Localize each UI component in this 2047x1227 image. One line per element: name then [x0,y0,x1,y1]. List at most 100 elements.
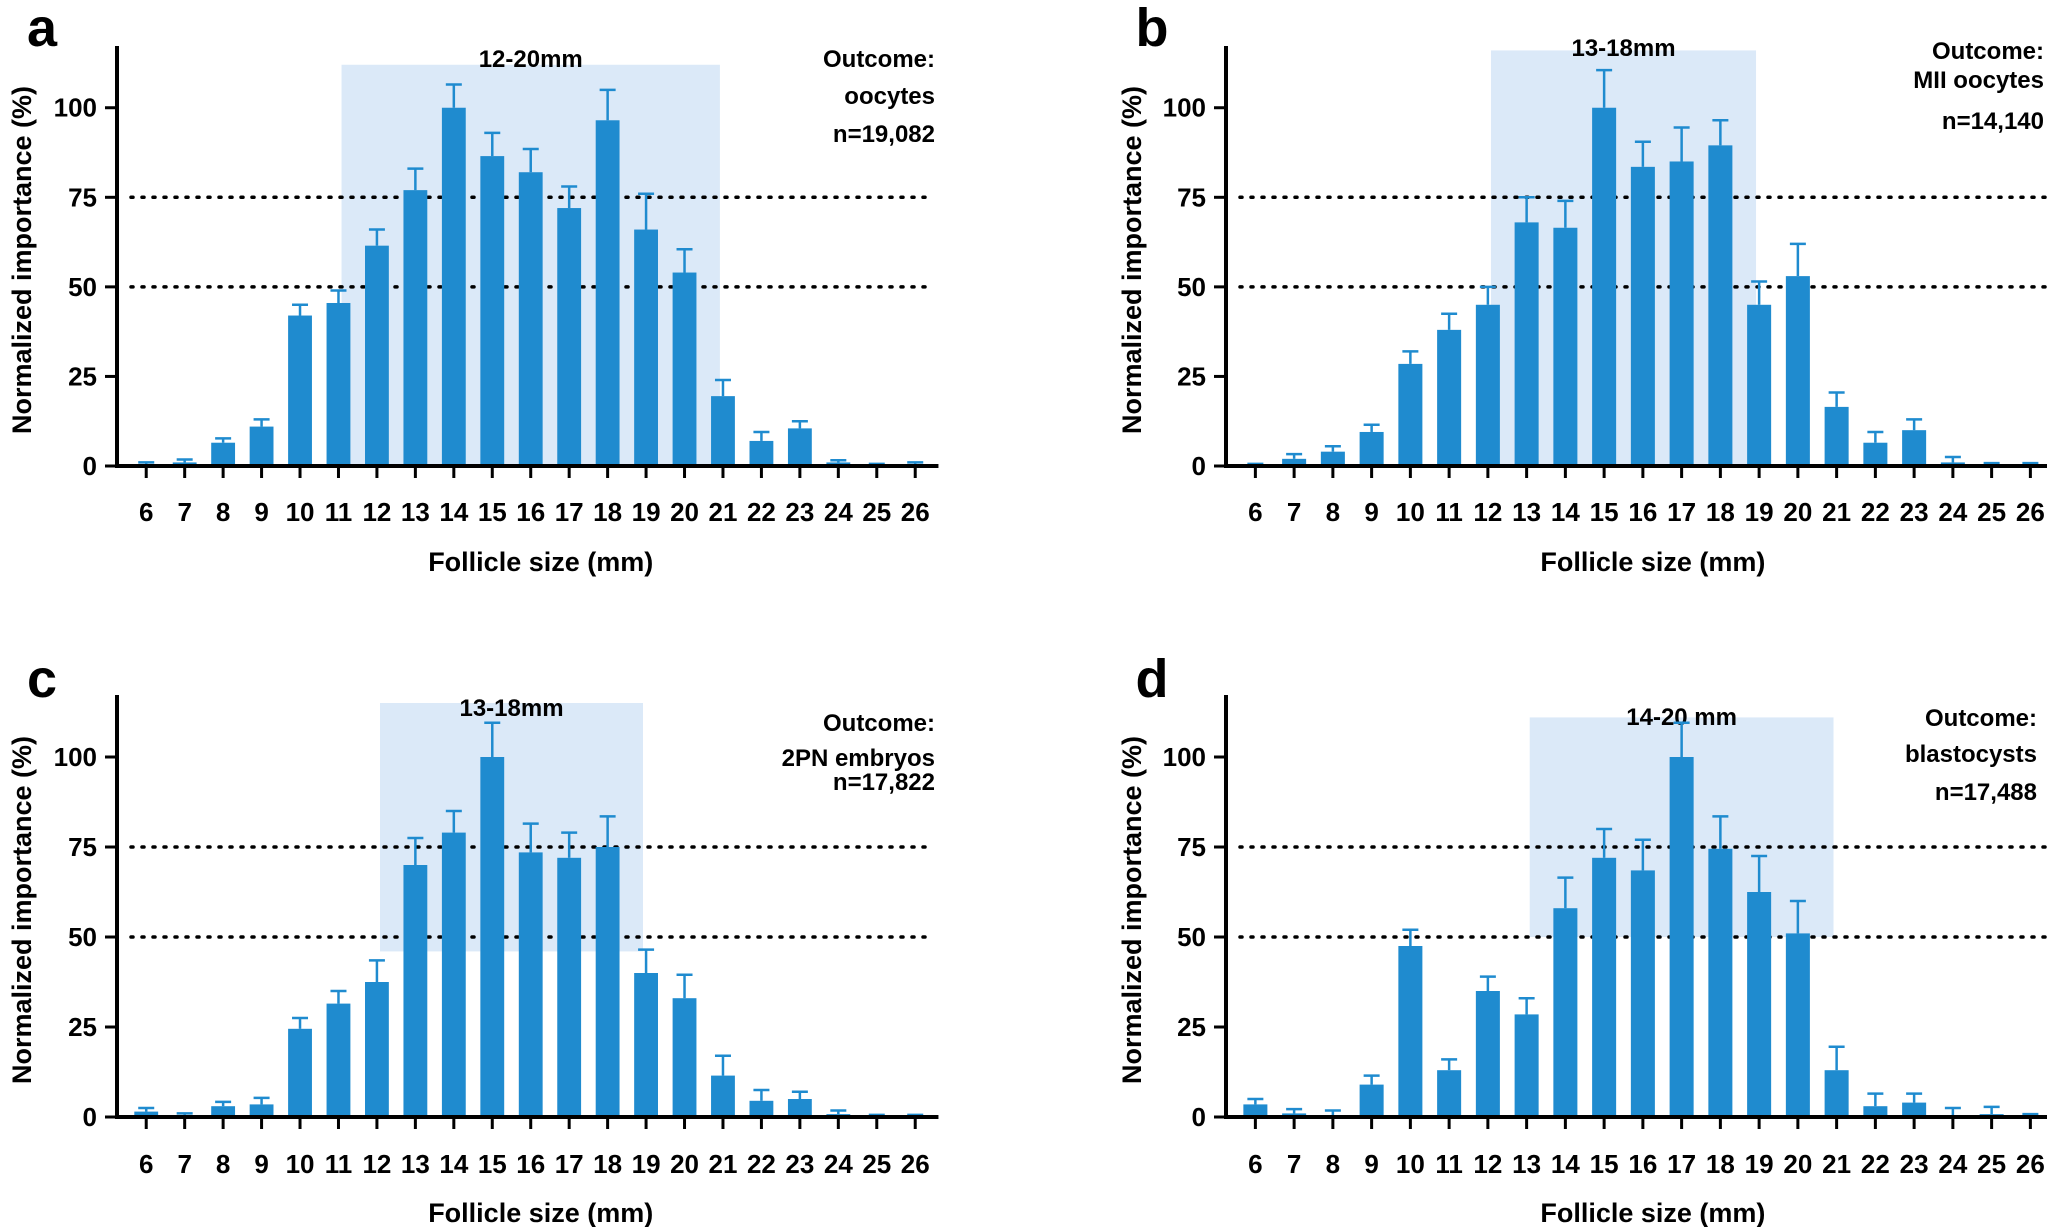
bar-22 [749,1100,774,1117]
x-tick-label: 23 [1900,1149,1929,1179]
y-tick-label: 50 [68,922,97,952]
x-tick-label: 7 [1287,497,1301,527]
bar-22 [749,440,774,466]
highlight-label: 13-18mm [459,695,563,722]
x-tick-label: 20 [670,1149,699,1179]
bar-13 [403,865,428,1117]
bar-23 [787,428,812,466]
y-tick-label: 25 [1177,361,1206,391]
x-tick-label: 14 [1551,497,1580,527]
x-tick-label: 7 [177,497,191,527]
x-tick-label: 19 [632,497,661,527]
sample-size-label: n=14,140 [1942,108,2044,135]
bar-16 [1630,166,1655,466]
bar-14 [441,107,466,466]
x-tick-label: 21 [1822,497,1851,527]
outcome-value: oocytes [844,83,935,110]
outcome-label: Outcome: [823,710,935,737]
y-tick-label: 0 [83,451,97,481]
panel-letter: a [27,0,58,58]
bar-18 [1708,145,1733,467]
x-tick-label: 17 [1667,497,1696,527]
bar-22 [1863,442,1888,466]
bar-10 [1398,363,1423,466]
x-tick-label: 23 [1900,497,1929,527]
x-tick-label: 11 [1435,1149,1463,1179]
x-tick-label: 10 [1396,1149,1425,1179]
bar-15 [1592,107,1617,466]
x-tick-label: 24 [824,497,853,527]
x-tick-label: 20 [1783,1149,1812,1179]
x-tick-label: 18 [593,1149,622,1179]
y-tick-label: 75 [1177,832,1206,862]
x-tick-label: 26 [901,497,930,527]
x-tick-label: 26 [2016,497,2045,527]
x-tick-label: 23 [785,1149,814,1179]
bar-20 [1785,276,1810,466]
x-tick-label: 25 [862,1149,891,1179]
x-tick-label: 22 [1861,497,1890,527]
bar-12 [1475,991,1500,1117]
bar-19 [634,229,658,466]
y-tick-label: 75 [68,182,97,212]
y-tick-label: 100 [54,742,97,772]
x-tick-label: 9 [1364,1149,1378,1179]
bar-11 [326,1003,351,1117]
bar-17 [1669,161,1694,466]
x-tick-label: 20 [670,497,699,527]
bar-9 [1359,1084,1384,1117]
sample-size-label: n=19,082 [833,121,935,148]
chart-panel-b: 13-18mm 0 25 50 75 100 6 7 8 9 10 11 12 13 14 15 16 17 18 1… [1117,0,2047,577]
x-tick-label: 25 [1977,1149,2006,1179]
x-tick-label: 6 [139,1149,153,1179]
bar-14 [441,832,466,1117]
y-tick-label: 0 [1192,1102,1206,1132]
y-tick-label: 50 [1177,272,1206,302]
x-tick-label: 8 [1326,1149,1340,1179]
bar-18 [1708,848,1733,1117]
bar-20 [1785,933,1810,1117]
bar-23 [1902,430,1927,466]
bar-17 [1669,757,1694,1117]
x-tick-label: 20 [1783,497,1812,527]
x-tick-label: 16 [516,1149,545,1179]
bar-9 [249,1104,274,1117]
chart-panel-c: 13-18mm 0 25 50 75 100 6 7 8 9 10 11 12 13 14 15 16 17 18 1… [7,649,939,1227]
bar-21 [1824,406,1849,466]
x-tick-label: 12 [362,497,391,527]
bar-19 [1747,304,1772,466]
panel-letter: c [27,649,57,709]
x-tick-label: 14 [439,1149,468,1179]
x-tick-label: 19 [632,1149,661,1179]
x-tick-label: 7 [177,1149,191,1179]
bar-23 [1902,1102,1927,1117]
y-tick-label: 100 [1163,742,1206,772]
highlight-label: 13-18mm [1571,35,1675,62]
bar-20 [672,998,697,1117]
x-tick-label: 7 [1287,1149,1301,1179]
bar-20 [672,272,697,466]
y-tick-label: 100 [1163,93,1206,123]
x-axis-title: Follicle size (mm) [1540,547,1765,577]
x-tick-label: 15 [478,497,507,527]
sample-size-label: n=17,488 [1935,779,2037,806]
y-tick-label: 0 [1192,451,1206,481]
x-tick-label: 19 [1745,497,1774,527]
y-tick-label: 25 [68,361,97,391]
bar-12 [365,245,389,466]
x-tick-label: 9 [254,497,268,527]
x-tick-label: 13 [1512,497,1541,527]
x-tick-label: 8 [216,497,230,527]
x-tick-label: 22 [747,497,776,527]
bar-16 [518,172,543,467]
x-tick-label: 8 [1326,497,1340,527]
bar-10 [1398,946,1423,1117]
x-tick-label: 19 [1745,1149,1774,1179]
y-axis-title: Normalized importance (%) [7,86,37,434]
bar-17 [557,208,582,466]
bar-22 [1863,1106,1888,1117]
x-tick-label: 24 [1938,497,1967,527]
bar-7 [1282,458,1307,466]
bar-14 [1553,227,1578,466]
